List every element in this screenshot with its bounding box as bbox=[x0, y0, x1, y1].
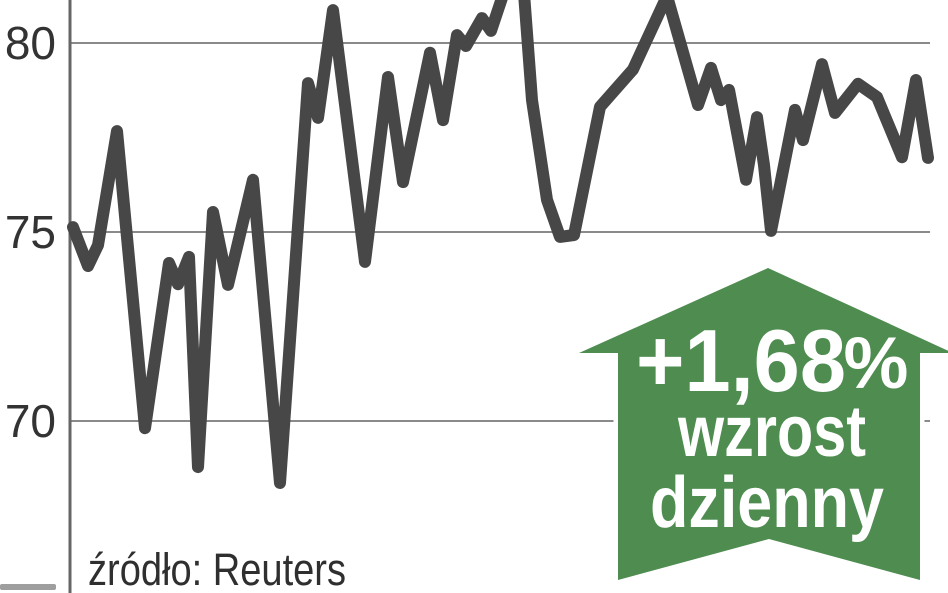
source-label: źródło: Reuters bbox=[88, 544, 346, 593]
y-tick-label-80: 80 bbox=[5, 17, 56, 69]
y-tick-label-75: 75 bbox=[5, 206, 56, 258]
price-line-layer bbox=[67, 0, 934, 489]
badge-change-value: +1,68 bbox=[636, 311, 846, 410]
up-arrow-icon bbox=[574, 263, 948, 585]
growth-arrow-badge: +1,68 % wzrost dzienny bbox=[574, 263, 948, 585]
price-line bbox=[67, 0, 934, 489]
badge-label-dzienny: dzienny bbox=[650, 463, 884, 543]
y-tick-label-70: 70 bbox=[5, 395, 56, 447]
scan-artifact bbox=[0, 584, 56, 590]
badge-percent-sign: % bbox=[844, 323, 909, 404]
badge-label-wzrost: wzrost bbox=[677, 392, 866, 472]
